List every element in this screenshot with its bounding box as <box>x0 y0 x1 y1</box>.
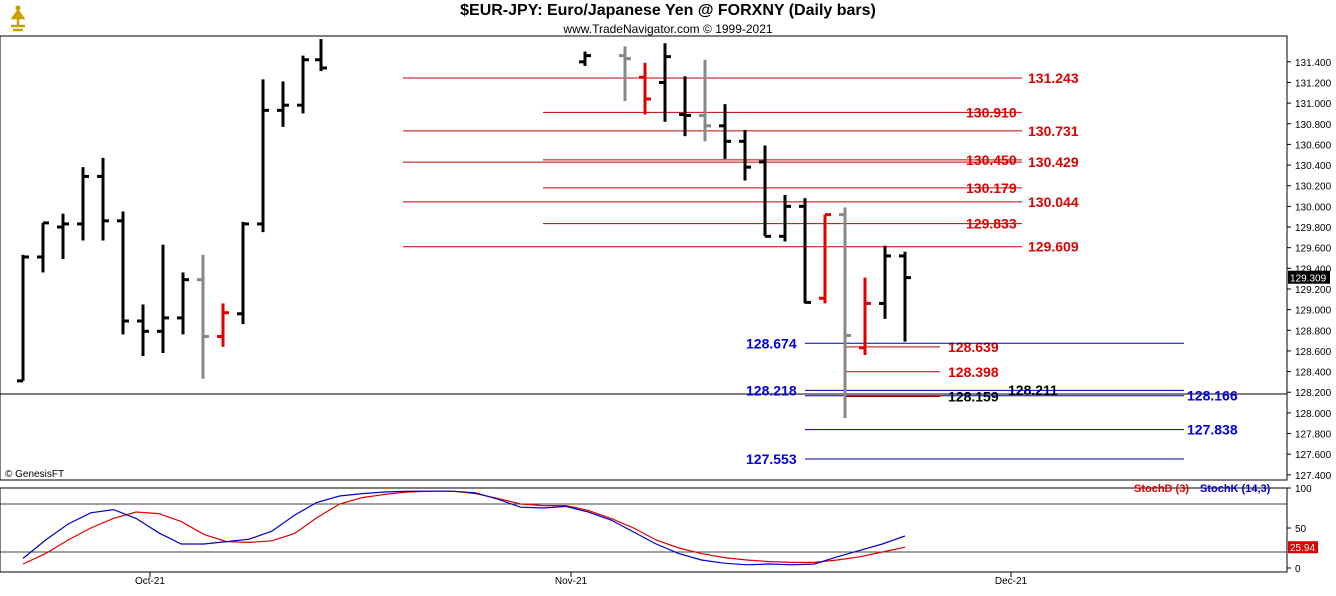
stoch-k-legend: StochK (14,3) <box>1200 483 1271 495</box>
red-level-label: 128.398 <box>948 364 999 380</box>
y-tick-label: 130.000 <box>1295 202 1332 213</box>
price-panel-frame <box>0 35 1288 481</box>
y-tick-label: 131.200 <box>1295 78 1332 89</box>
red-level-label: 129.833 <box>966 216 1017 232</box>
red-level-label: 130.910 <box>966 104 1017 120</box>
stoch-y-tick-label: 0 <box>1295 564 1301 575</box>
red-level-label: 130.044 <box>1028 194 1079 210</box>
red-level-label: 130.450 <box>966 152 1017 168</box>
chart-title: $EUR-JPY: Euro/Japanese Yen @ FORXNY (Da… <box>460 2 876 19</box>
chart-subtitle: www.TradeNavigator.com © 1999-2021 <box>563 22 773 36</box>
stoch-d-last-tag <box>1288 541 1318 554</box>
blue-level-label: 128.166 <box>1187 388 1238 404</box>
red-level-label: 130.731 <box>1028 123 1079 139</box>
y-tick-label: 129.000 <box>1295 306 1332 317</box>
y-tick-label: 129.600 <box>1295 244 1332 255</box>
y-tick-label: 129.200 <box>1295 285 1332 296</box>
y-tick-label: 128.400 <box>1295 368 1332 379</box>
y-tick-label: 129.800 <box>1295 223 1332 234</box>
y-tick-label: 129.400 <box>1295 264 1332 275</box>
y-tick-label: 131.000 <box>1295 99 1332 110</box>
x-tick-label: Dec-21 <box>995 576 1028 587</box>
red-level-label: 129.609 <box>1028 239 1079 255</box>
y-tick-label: 128.200 <box>1295 388 1332 399</box>
y-tick-label: 130.200 <box>1295 182 1332 193</box>
stoch-y-tick-label: 50 <box>1295 524 1307 535</box>
red-level-label: 131.243 <box>1028 70 1079 86</box>
blue-level-label: 128.218 <box>746 382 797 398</box>
y-tick-label: 130.800 <box>1295 120 1332 131</box>
y-tick-label: 127.600 <box>1295 450 1332 461</box>
y-tick-label: 131.400 <box>1295 58 1332 69</box>
y-tick-label: 130.600 <box>1295 140 1332 151</box>
y-tick-label: 130.400 <box>1295 161 1332 172</box>
stoch-d-last-label: 25.94 <box>1290 543 1315 554</box>
last-price-label: 129.309 <box>1290 274 1327 285</box>
stochastic-panel-frame <box>0 487 1288 573</box>
red-level-label: 130.179 <box>966 180 1017 196</box>
red-level-label: 128.159 <box>948 388 999 404</box>
y-tick-label: 128.000 <box>1295 409 1332 420</box>
trade-navigator-logo-icon <box>3 4 33 34</box>
x-tick-label: Nov-21 <box>555 576 588 587</box>
red-level-label: 130.429 <box>1028 154 1079 170</box>
stoch-k-line <box>22 490 906 566</box>
y-tick-label: 128.600 <box>1295 347 1332 358</box>
last-price-tag <box>1288 270 1330 284</box>
blue-level-label: 127.553 <box>746 451 797 467</box>
y-tick-label: 127.800 <box>1295 430 1332 441</box>
blue-level-label: 127.838 <box>1187 422 1238 438</box>
stoch-d-line <box>22 490 906 565</box>
y-tick-label: 127.400 <box>1295 471 1332 482</box>
red-level-label: 128.639 <box>948 339 999 355</box>
stoch-y-tick-label: 100 <box>1295 484 1312 495</box>
copyright-label: © GenesisFT <box>5 469 65 480</box>
stoch-d-legend: StochD (3) <box>1134 483 1189 495</box>
x-tick-label: Oct-21 <box>135 576 165 587</box>
blue-level-label: 128.674 <box>746 335 797 351</box>
y-tick-label: 128.800 <box>1295 326 1332 337</box>
